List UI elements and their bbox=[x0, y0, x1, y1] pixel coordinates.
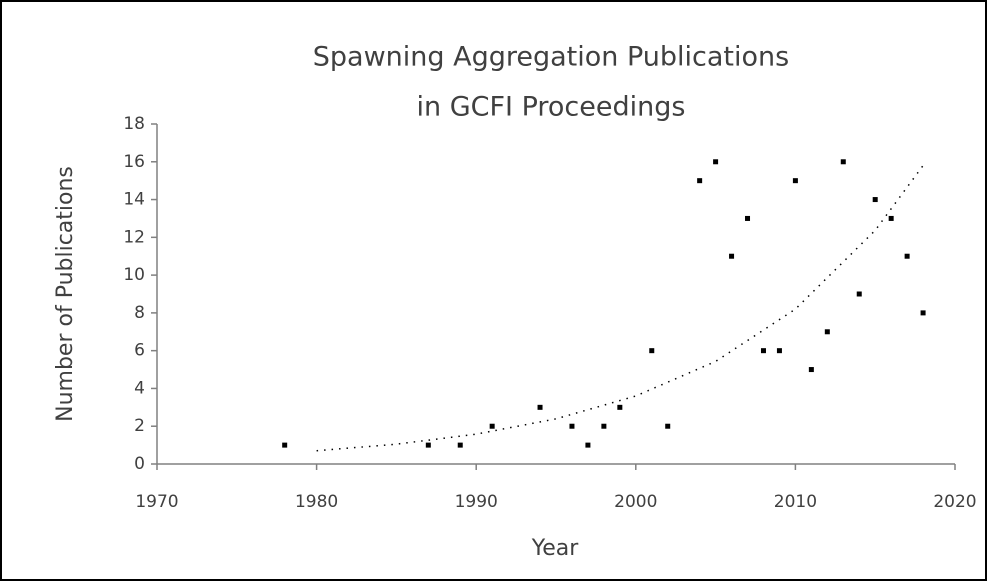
y-tick-label: 4 bbox=[134, 378, 145, 398]
y-tick-label: 10 bbox=[123, 265, 145, 285]
point bbox=[697, 178, 703, 184]
y-tick-label: 14 bbox=[123, 190, 145, 210]
point bbox=[457, 442, 463, 448]
point bbox=[617, 404, 623, 410]
y-tick-label: 12 bbox=[123, 227, 145, 247]
point bbox=[649, 348, 655, 354]
x-tick-label: 1980 bbox=[295, 492, 338, 512]
point bbox=[282, 442, 288, 448]
point bbox=[585, 442, 591, 448]
point bbox=[760, 348, 766, 354]
point bbox=[489, 423, 495, 429]
point bbox=[904, 253, 910, 259]
point bbox=[856, 291, 862, 297]
point bbox=[792, 178, 798, 184]
y-tick-label: 2 bbox=[134, 416, 145, 436]
x-tick-label: 1990 bbox=[455, 492, 498, 512]
x-tick-label: 2000 bbox=[614, 492, 657, 512]
point bbox=[537, 404, 543, 410]
point bbox=[808, 367, 814, 373]
point bbox=[569, 423, 575, 429]
point bbox=[601, 423, 607, 429]
point bbox=[840, 159, 846, 165]
chart-title: in GCFI Proceedings bbox=[417, 92, 686, 123]
point bbox=[888, 215, 894, 221]
x-tick-label: 2020 bbox=[933, 492, 976, 512]
point bbox=[776, 348, 782, 354]
y-tick-label: 0 bbox=[134, 454, 145, 474]
point bbox=[745, 215, 751, 221]
point bbox=[872, 197, 878, 203]
point bbox=[824, 329, 830, 335]
y-axis-label: Number of Publications bbox=[53, 166, 78, 422]
y-tick-label: 18 bbox=[123, 114, 145, 134]
y-tick-label: 16 bbox=[123, 152, 145, 172]
x-axis-label: Year bbox=[531, 536, 580, 561]
point bbox=[665, 423, 671, 429]
point bbox=[425, 442, 431, 448]
point bbox=[729, 253, 735, 259]
point bbox=[713, 159, 719, 165]
chart-title: Spawning Aggregation Publications bbox=[313, 42, 789, 73]
point bbox=[920, 310, 926, 316]
y-tick-label: 8 bbox=[134, 303, 145, 323]
y-tick-label: 6 bbox=[134, 341, 145, 361]
x-tick-label: 2010 bbox=[774, 492, 817, 512]
x-tick-label: 1970 bbox=[135, 492, 178, 512]
